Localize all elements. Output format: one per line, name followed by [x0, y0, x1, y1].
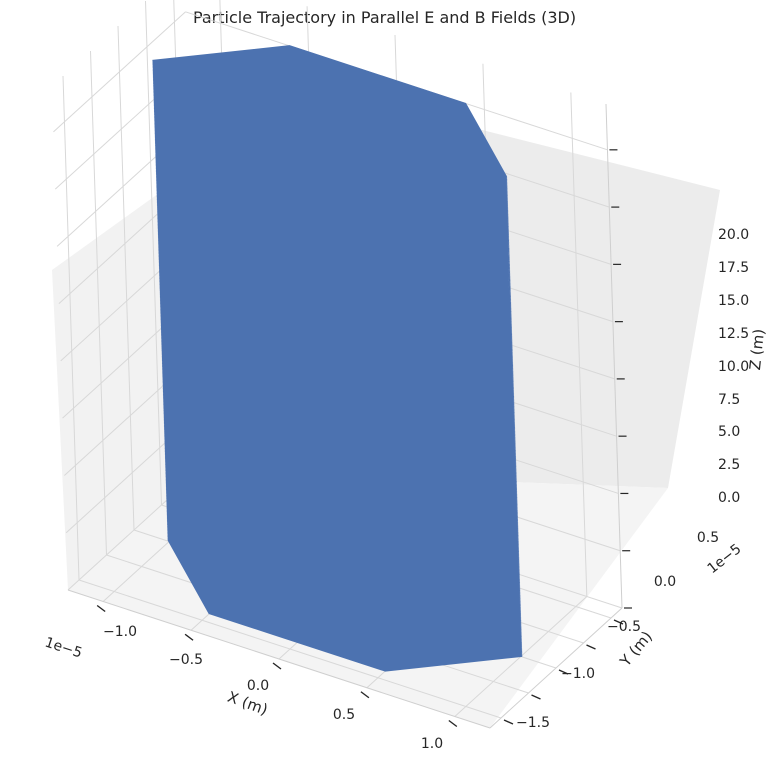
y-tick-mark — [586, 644, 596, 650]
x-tick-label: 0.0 — [247, 678, 269, 694]
x-tick-mark — [96, 604, 106, 613]
trajectory-helix — [152, 45, 523, 672]
z-tick-label: 2.5 — [718, 457, 740, 473]
y-tick-mark — [613, 619, 624, 625]
z-tick-label: 5.0 — [718, 424, 740, 440]
chart-title: Particle Trajectory in Parallel E and B … — [192, 8, 577, 27]
axis-line-z — [605, 103, 623, 609]
y-tick-mark — [531, 694, 541, 700]
grid-line-y-side — [62, 75, 80, 581]
z-tick-label: 20.0 — [718, 227, 749, 243]
z-tick-label: 10.0 — [718, 359, 749, 375]
grid-line-z-side — [53, 11, 186, 133]
y-offset-label: 1e−5 — [705, 541, 745, 577]
grid-line-y-side — [145, 0, 162, 506]
x-tick-mark — [360, 691, 370, 699]
y-tick-label: 0.0 — [654, 574, 676, 590]
x-tick-label: 0.5 — [333, 707, 355, 723]
x-tick-mark — [448, 719, 458, 728]
x-tick-label: −1.0 — [103, 624, 137, 640]
grid-line-y-floor — [78, 579, 502, 719]
z-tick-labels: 0.0 2.5 5.0 7.5 10.0 12.5 15.0 17.5 20.0 — [718, 227, 749, 506]
z-tick-label: 7.5 — [718, 392, 740, 408]
y-tick-label: −0.5 — [607, 619, 641, 635]
particle-trajectory — [152, 45, 523, 672]
tick-marks — [96, 149, 632, 728]
y-tick-labels: −1.5 −1.0 −0.5 0.0 0.5 — [516, 530, 719, 731]
x-tick-label: −0.5 — [169, 652, 203, 668]
x-offset-label: 1e−5 — [43, 635, 84, 662]
y-tick-mark — [558, 669, 569, 675]
grid-line-x-back — [570, 92, 588, 597]
x-tick-mark — [272, 662, 282, 670]
z-tick-label: 15.0 — [718, 293, 749, 309]
axis-line-y — [489, 607, 623, 729]
z-tick-label: 12.5 — [718, 326, 749, 342]
x-tick-mark — [184, 633, 194, 641]
x-tick-labels: −1.0 −0.5 0.0 0.5 1.0 — [103, 624, 443, 752]
grid-line-y-side — [117, 25, 135, 531]
grid-line-y-side — [90, 50, 107, 556]
x-tick-label: 1.0 — [421, 736, 443, 752]
y-tick-mark — [503, 719, 514, 725]
y-tick-label: −1.5 — [516, 715, 550, 731]
y-tick-label: −1.0 — [561, 666, 595, 682]
axis-line-x — [67, 589, 491, 729]
z-tick-label: 17.5 — [718, 260, 749, 276]
y-tick-label: 0.5 — [697, 530, 719, 546]
z-tick-label: 0.0 — [718, 490, 740, 506]
z-axis-label: Z (m) — [746, 328, 768, 371]
